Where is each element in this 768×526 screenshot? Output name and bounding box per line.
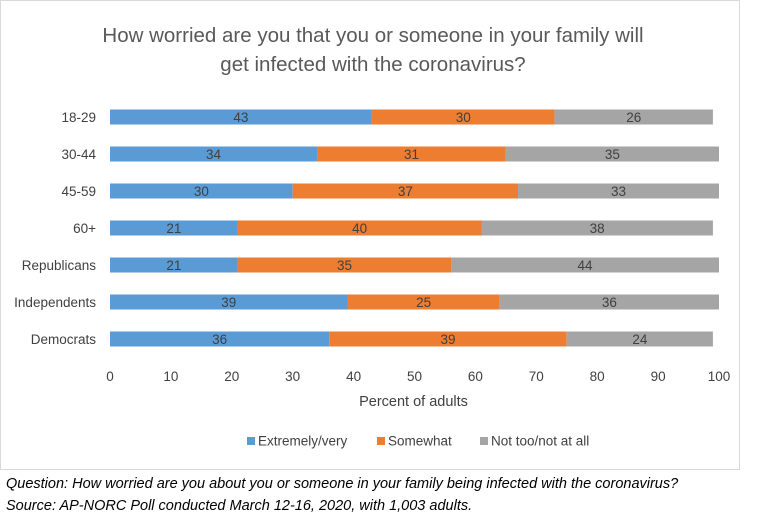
category-label: Democrats — [31, 332, 97, 347]
x-tick-label: 100 — [708, 369, 731, 384]
bar-segment — [237, 257, 452, 273]
x-tick-label: 10 — [163, 369, 178, 384]
data-label: 21 — [166, 258, 181, 273]
bar-segment — [347, 294, 500, 310]
bar-segment — [110, 294, 348, 310]
bar-segment — [505, 146, 719, 162]
bar-segment — [237, 220, 482, 236]
bar-segment — [110, 183, 293, 199]
x-tick-label: 30 — [285, 369, 300, 384]
bar-segment — [292, 183, 519, 199]
data-label: 34 — [206, 147, 222, 162]
legend-label: Extremely/very — [258, 434, 348, 449]
x-tick-label: 0 — [106, 369, 114, 384]
category-label: 45-59 — [61, 184, 96, 199]
category-label: Independents — [14, 295, 96, 310]
bar-segment — [110, 220, 238, 236]
data-label: 38 — [590, 221, 605, 236]
x-tick-label: 90 — [651, 369, 666, 384]
bar-segment — [329, 331, 567, 347]
data-label: 30 — [194, 184, 209, 199]
data-label: 21 — [166, 221, 181, 236]
source-footnote: Source: AP-NORC Poll conducted March 12-… — [6, 498, 473, 514]
bar-segment — [110, 331, 330, 347]
legend-swatch — [377, 437, 385, 445]
legend-swatch — [480, 437, 488, 445]
bar-segment — [371, 109, 555, 125]
legend-label: Somewhat — [388, 434, 452, 449]
data-label: 35 — [605, 147, 620, 162]
x-tick-label: 70 — [529, 369, 544, 384]
data-label: 43 — [233, 110, 248, 125]
bar-segment — [518, 183, 719, 199]
data-label: 26 — [626, 110, 641, 125]
bar-segment — [499, 294, 719, 310]
chart-frame: How worried are you that you or someone … — [0, 0, 740, 470]
data-label: 39 — [221, 295, 236, 310]
category-label: 30-44 — [61, 147, 96, 162]
x-tick-label: 80 — [590, 369, 605, 384]
data-label: 44 — [578, 258, 594, 273]
data-label: 24 — [632, 332, 648, 347]
chart-title-line: get infected with the coronavirus? — [220, 53, 525, 76]
data-label: 39 — [440, 332, 455, 347]
x-axis-label: Percent of adults — [359, 394, 468, 410]
category-label: 60+ — [73, 221, 96, 236]
question-footnote: Question: How worried are you about you … — [6, 476, 679, 492]
bar-segment — [110, 109, 372, 125]
bar-segment — [566, 331, 713, 347]
x-tick-label: 20 — [224, 369, 239, 384]
bar-segment — [554, 109, 713, 125]
stacked-bar-chart: How worried are you that you or someone … — [14, 24, 731, 449]
data-label: 40 — [352, 221, 367, 236]
data-label: 30 — [456, 110, 471, 125]
bar-segment — [451, 257, 719, 273]
x-tick-label: 50 — [407, 369, 422, 384]
data-label: 31 — [404, 147, 419, 162]
data-label: 36 — [212, 332, 227, 347]
legend-label: Not too/not at all — [491, 434, 589, 449]
category-label: 18-29 — [61, 110, 96, 125]
category-label: Republicans — [22, 258, 97, 273]
bar-segment — [481, 220, 713, 236]
bar-segment — [110, 146, 318, 162]
data-label: 36 — [602, 295, 617, 310]
chart-title-line: How worried are you that you or someone … — [102, 24, 643, 47]
legend-swatch — [247, 437, 255, 445]
bar-segment — [317, 146, 506, 162]
bar-segment — [110, 257, 238, 273]
data-label: 25 — [416, 295, 431, 310]
x-tick-label: 40 — [346, 369, 361, 384]
data-label: 33 — [611, 184, 626, 199]
data-label: 35 — [337, 258, 352, 273]
data-label: 37 — [398, 184, 413, 199]
x-tick-label: 60 — [468, 369, 483, 384]
